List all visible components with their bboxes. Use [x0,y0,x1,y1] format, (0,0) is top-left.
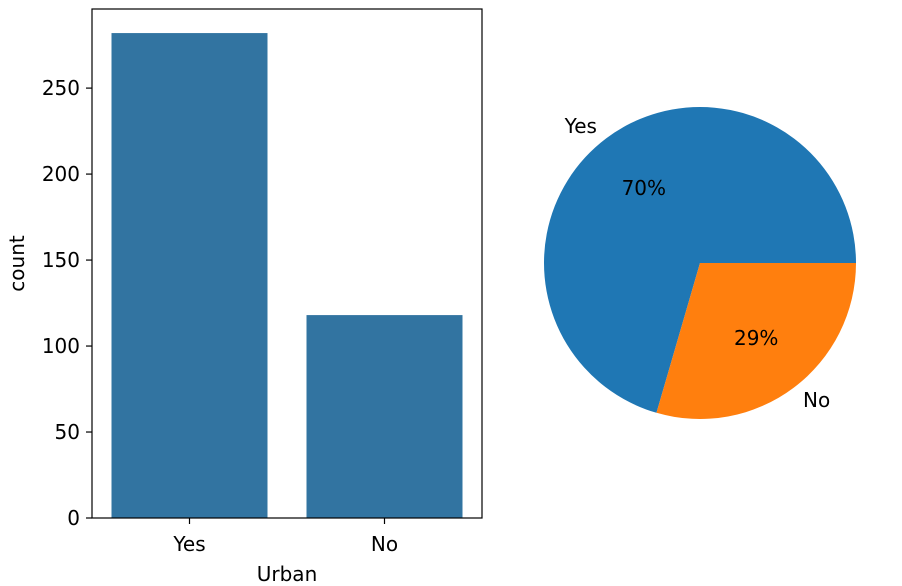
y-tick-label: 100 [42,334,80,358]
bar-plot-frame [91,8,483,519]
pie-percent-label: 70% [622,176,666,200]
x-tick-label: No [371,532,398,556]
bar-no [306,315,463,518]
bar-yes [111,33,268,518]
pie-label: Yes [564,114,597,138]
y-axis-label: count [5,235,29,292]
y-tick-label: 50 [55,420,80,444]
y-tick-label: 250 [42,76,80,100]
pie-chart: Yes 70% No 29% [544,107,857,420]
pie-label: No [803,388,830,412]
y-tick-label: 150 [42,248,80,272]
x-tick-label: Yes [172,532,205,556]
pie-slice-yes [544,107,857,413]
bar-chart: Yes No 0 50 100 150 200 250 Urban count [5,8,483,586]
y-tick-label: 0 [67,506,80,530]
x-axis-label: Urban [257,562,318,586]
pie-percent-label: 29% [734,326,778,350]
pie-slice-no [656,263,856,420]
y-tick-label: 200 [42,162,80,186]
